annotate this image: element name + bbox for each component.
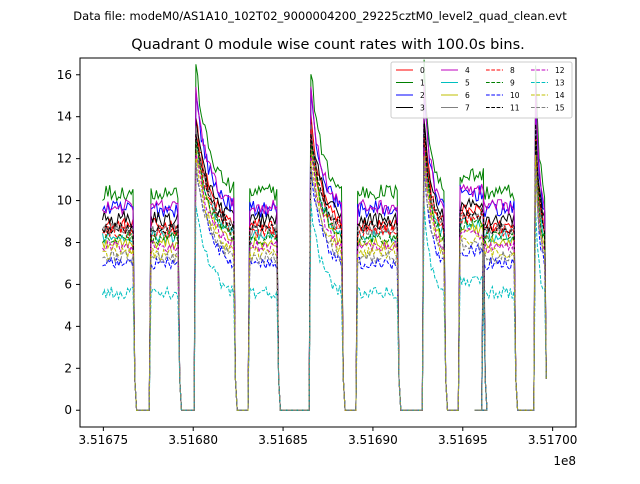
legend-label-14: 14 [555, 91, 565, 100]
legend-label-9: 9 [510, 79, 515, 88]
y-tick-label: 10 [57, 194, 72, 208]
legend-label-2: 2 [420, 91, 425, 100]
legend-label-3: 3 [420, 104, 425, 113]
y-tick-label: 12 [57, 152, 72, 166]
y-tick-label: 8 [64, 236, 72, 250]
x-offset-label: 1e8 [553, 454, 576, 468]
y-tick-label: 14 [57, 110, 72, 124]
series-line-8 [102, 129, 547, 411]
legend-label-7: 7 [465, 104, 470, 113]
legend-box [390, 61, 573, 119]
axes: 3.51675 3.51680 3.51685 3.51690 3.51695 3.517… [57, 57, 578, 468]
series-line-0 [102, 113, 547, 411]
legend-label-4: 4 [465, 66, 470, 75]
y-tick-label: 16 [57, 68, 72, 82]
series-line-11 [102, 123, 547, 411]
x-tick-label: 3.51685 [258, 433, 308, 447]
legend-label-8: 8 [510, 66, 515, 75]
series-line-14 [102, 154, 547, 411]
data-file-label: Data file: modeM0/AS1A10_102T02_90000042… [73, 9, 567, 23]
series-line-1 [102, 59, 547, 411]
y-tick-label: 0 [64, 403, 72, 417]
series-line-15 [102, 160, 547, 411]
legend-label-15: 15 [555, 104, 565, 113]
series-line-13 [102, 202, 547, 411]
legend-label-13: 13 [555, 79, 565, 88]
legend-label-0: 0 [420, 66, 425, 75]
x-tick-label: 3.51690 [348, 433, 398, 447]
legend-label-1: 1 [420, 79, 425, 88]
x-tick-label: 3.51695 [438, 433, 488, 447]
legend-label-6: 6 [465, 91, 470, 100]
legend-label-12: 12 [555, 66, 565, 75]
y-tick-label: 4 [64, 319, 72, 333]
chart-title: Quadrant 0 module wise count rates with … [131, 37, 525, 53]
y-tick-label: 6 [64, 277, 72, 291]
legend-label-5: 5 [465, 79, 470, 88]
y-tick-label: 2 [64, 361, 72, 375]
legend-label-10: 10 [510, 91, 520, 100]
x-tick-label: 3.51675 [79, 433, 129, 447]
plot-area [102, 59, 547, 411]
series-line-4 [102, 83, 547, 411]
legend-label-11: 11 [510, 104, 520, 113]
x-tick-label: 3.51680 [168, 433, 218, 447]
x-tick-label: 3.51700 [528, 433, 578, 447]
series-line-12 [102, 147, 547, 411]
